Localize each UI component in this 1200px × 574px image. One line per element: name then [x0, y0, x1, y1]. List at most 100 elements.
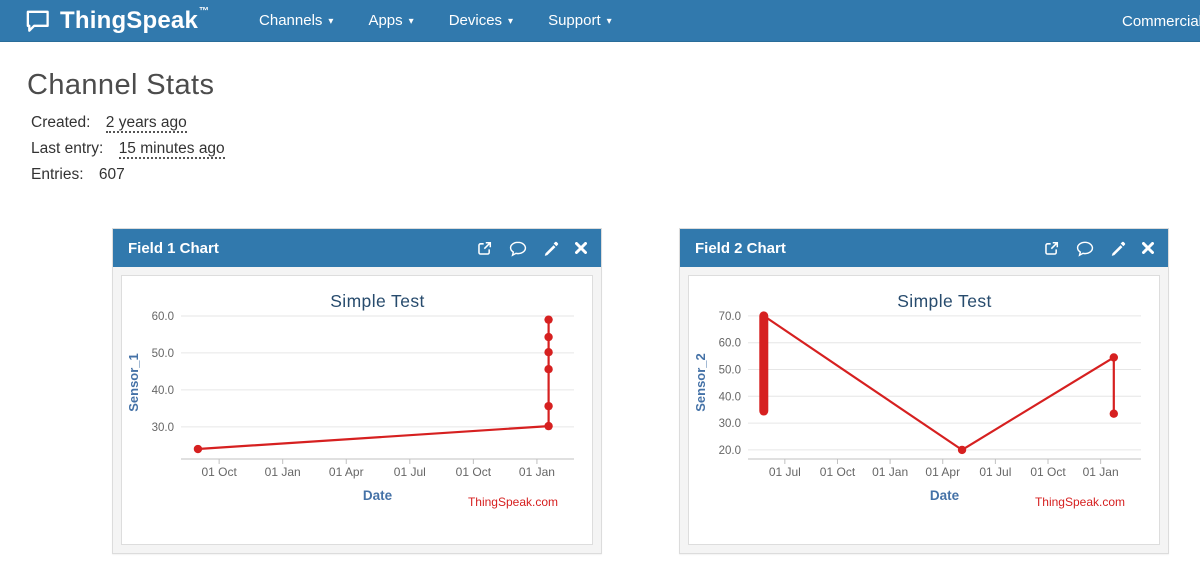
nav-item-label: Apps	[368, 12, 403, 29]
data-point-marker	[544, 347, 553, 357]
edit-chart-button[interactable]	[543, 240, 559, 256]
y-tick-label: 60.0	[152, 311, 174, 323]
stat-label: Entries:	[31, 166, 84, 183]
x-tick-label: 01 Jan	[265, 465, 301, 479]
x-tick-label: 01 Jan	[872, 465, 908, 479]
nav-menu: Channels ▾ Apps ▾ Devices ▾ Support ▾	[259, 12, 612, 29]
y-tick-label: 50.0	[719, 365, 741, 377]
field2-chart-panel: Field 2 Chart	[679, 228, 1169, 554]
x-tick-label: 01 Oct	[201, 465, 237, 479]
x-tick-label: 01 Apr	[329, 465, 364, 479]
chart-panels-row: Field 1 Chart	[112, 228, 1200, 554]
nav-item-devices[interactable]: Devices ▾	[449, 12, 513, 29]
popout-chart-button[interactable]	[1043, 240, 1060, 257]
thingspeak-bubble-icon	[24, 8, 51, 34]
x-axis-label: Date	[363, 488, 393, 503]
nav-item-label: Commercial Use	[1122, 12, 1200, 30]
x-tick-label: 01 Oct	[1030, 465, 1066, 479]
caret-down-icon: ▾	[606, 15, 612, 27]
chart-title: Simple Test	[330, 291, 425, 311]
data-point-marker	[544, 421, 553, 431]
field2-panel-heading: Field 2 Chart	[680, 229, 1168, 267]
stat-label: Created:	[31, 114, 91, 131]
comment-bubble-icon	[509, 240, 527, 257]
x-tick-label: 01 Jul	[394, 465, 426, 479]
field2-panel-body: 20.0 30.0 40.0 50.0 60.0 70.0 01 Jul 01 Oct 01 J…	[680, 267, 1168, 553]
stat-entries-value: 607	[98, 166, 125, 183]
comment-bubble-icon	[1076, 240, 1094, 257]
data-point-marker	[1109, 353, 1119, 362]
x-tick-label: 01 Jul	[769, 465, 801, 479]
main-content: Channel Stats Created: 2 years ago Last …	[0, 69, 1200, 554]
nav-item-channels[interactable]: Channels ▾	[259, 12, 333, 29]
nav-item-commercial-use[interactable]: Commercial Use	[1122, 0, 1200, 41]
x-tick-label: 01 Jul	[979, 465, 1011, 479]
nav-item-label: Support	[548, 12, 601, 29]
stat-last-entry-value[interactable]: 15 minutes ago	[118, 140, 225, 159]
y-tick-label: 40.0	[152, 385, 174, 397]
nav-item-apps[interactable]: Apps ▾	[368, 12, 413, 29]
stat-last-entry: Last entry: 15 minutes ago	[31, 140, 1200, 159]
caret-down-icon: ▾	[508, 15, 514, 27]
stat-entries: Entries: 607	[31, 166, 1200, 184]
close-chart-button[interactable]	[1142, 242, 1154, 254]
chart-title: Simple Test	[897, 291, 992, 311]
caret-down-icon: ▾	[328, 15, 334, 27]
comment-chart-button[interactable]	[1076, 240, 1094, 257]
thingspeak-credits-link[interactable]: ThingSpeak.com	[1035, 495, 1125, 509]
data-point-marker	[193, 444, 203, 454]
data-point-marker	[759, 311, 768, 321]
field1-chart-panel: Field 1 Chart	[112, 228, 602, 554]
brand-name: ThingSpeak	[60, 6, 199, 34]
external-link-icon	[476, 240, 493, 257]
x-tick-label: 01 Apr	[925, 465, 960, 479]
y-axis-label: Sensor_1	[126, 353, 141, 412]
comment-chart-button[interactable]	[509, 240, 527, 257]
stat-label: Last entry:	[31, 140, 104, 157]
data-point-marker	[1109, 409, 1119, 418]
field1-chart-box: 30.0 40.0 50.0 60.0 01 Oct 01 Jan 01 Apr 01 Jul…	[121, 275, 593, 545]
data-point-marker	[957, 445, 967, 455]
stat-created-value[interactable]: 2 years ago	[105, 114, 187, 133]
y-tick-label: 30.0	[152, 422, 174, 434]
popout-chart-button[interactable]	[476, 240, 493, 257]
close-icon	[575, 242, 587, 254]
series-line	[197, 319, 550, 451]
thingspeak-credits-link[interactable]: ThingSpeak.com	[468, 495, 558, 509]
x-tick-label: 01 Oct	[820, 465, 856, 479]
data-point-marker	[544, 315, 553, 324]
panel-title: Field 2 Chart	[695, 239, 786, 257]
data-point-marker	[544, 364, 553, 374]
caret-down-icon: ▾	[408, 15, 414, 27]
y-tick-label: 70.0	[719, 311, 741, 323]
panel-icon-toolbar	[476, 240, 587, 257]
nav-item-support[interactable]: Support ▾	[548, 12, 612, 29]
series-line	[763, 314, 1115, 451]
nav-item-label: Devices	[448, 12, 503, 29]
field1-panel-body: 30.0 40.0 50.0 60.0 01 Oct 01 Jan 01 Apr 01 Jul…	[113, 267, 601, 553]
field2-chart[interactable]: 20.0 30.0 40.0 50.0 60.0 70.0 01 Jul 01 Oct 01 J…	[689, 276, 1161, 544]
y-tick-label: 20.0	[719, 445, 741, 457]
edit-pencil-icon	[1110, 240, 1126, 256]
edit-pencil-icon	[543, 240, 559, 256]
field1-panel-heading: Field 1 Chart	[113, 229, 601, 267]
close-chart-button[interactable]	[575, 242, 587, 254]
y-axis-label: Sensor_2	[693, 353, 708, 412]
y-tick-label: 40.0	[719, 391, 741, 403]
x-tick-label: 01 Oct	[456, 465, 492, 479]
x-axis-label: Date	[930, 488, 960, 503]
edit-chart-button[interactable]	[1110, 240, 1126, 256]
nav-item-label: Channels	[259, 12, 323, 29]
external-link-icon	[1043, 240, 1060, 257]
data-point-marker	[544, 401, 553, 411]
brand-logo[interactable]: ThingSpeak™	[24, 6, 209, 35]
page-title: Channel Stats	[27, 69, 215, 101]
x-tick-label: 01 Jan	[519, 465, 555, 479]
y-tick-label: 30.0	[719, 418, 741, 430]
data-point-marker	[544, 332, 553, 342]
panel-title: Field 1 Chart	[128, 239, 219, 257]
close-icon	[1142, 242, 1154, 254]
field2-chart-box: 20.0 30.0 40.0 50.0 60.0 70.0 01 Jul 01 Oct 01 J…	[688, 275, 1160, 545]
top-navbar: ThingSpeak™ Channels ▾ Apps ▾ Devices ▾ …	[0, 0, 1200, 42]
field1-chart[interactable]: 30.0 40.0 50.0 60.0 01 Oct 01 Jan 01 Apr 01 Jul…	[122, 276, 594, 544]
